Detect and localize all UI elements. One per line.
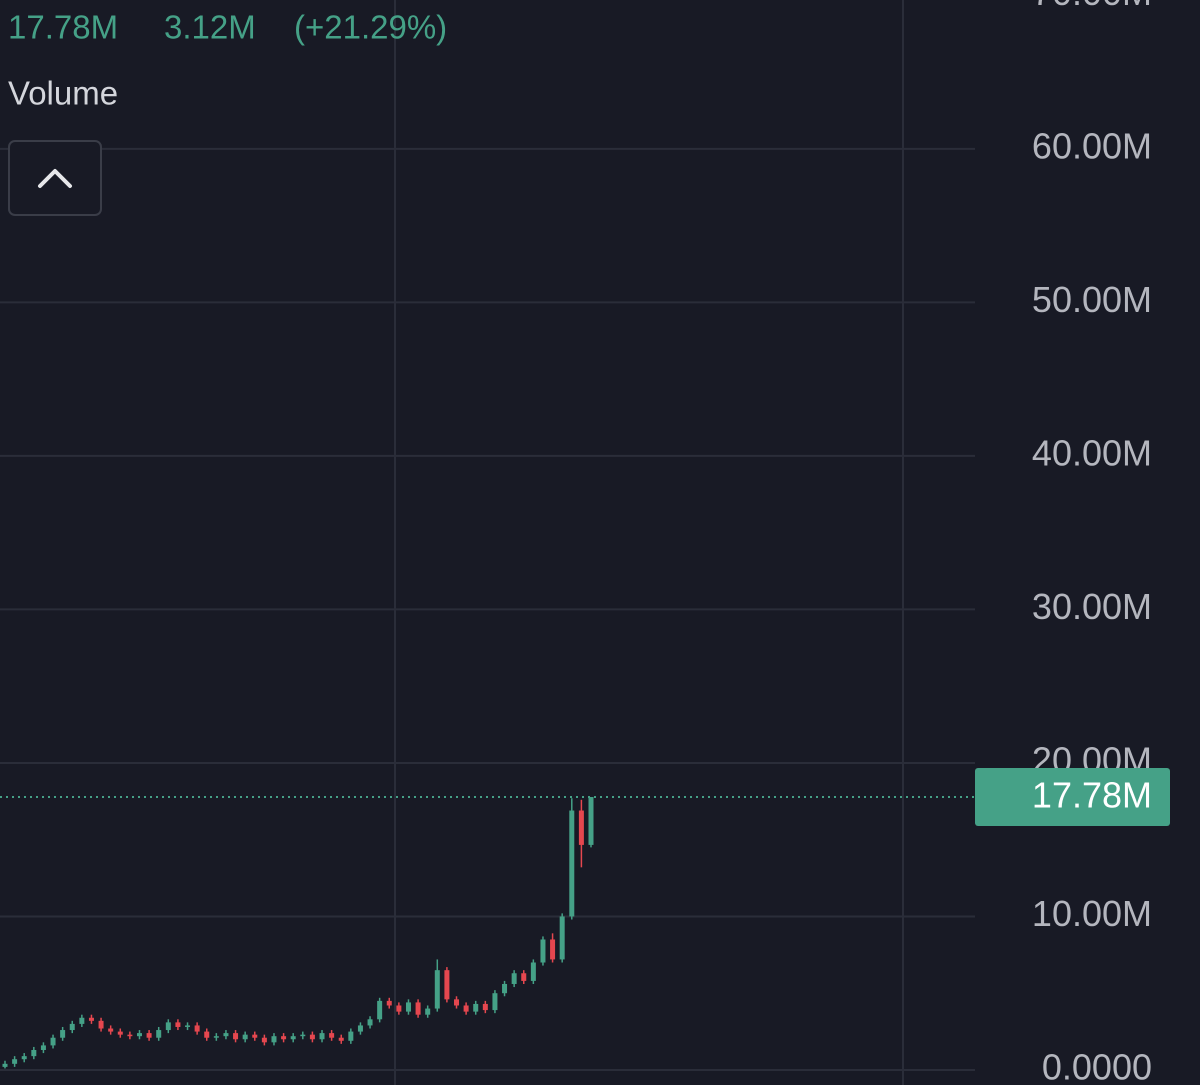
candle-body xyxy=(386,1000,392,1006)
candle-body xyxy=(204,1031,210,1038)
indicator-label: Volume xyxy=(8,75,118,112)
candle-body xyxy=(300,1034,306,1037)
candle-body xyxy=(223,1033,229,1037)
candle-body xyxy=(396,1005,402,1012)
candle-body xyxy=(252,1034,258,1038)
candles xyxy=(2,797,594,1069)
candle-body xyxy=(482,1003,488,1011)
candle-body xyxy=(12,1059,18,1064)
y-tick-label: 30.00M xyxy=(1032,586,1152,627)
candle-body xyxy=(108,1028,114,1032)
candle-body xyxy=(569,810,575,917)
candle-body xyxy=(578,810,584,845)
y-tick-label: 10.00M xyxy=(1032,893,1152,934)
candle-body xyxy=(165,1022,171,1031)
candle-body xyxy=(492,993,498,1011)
button-frame[interactable] xyxy=(8,140,102,216)
candle-body xyxy=(69,1023,75,1031)
candle-body xyxy=(127,1034,133,1037)
candle-body xyxy=(21,1056,27,1060)
y-tick-label: 40.00M xyxy=(1032,432,1152,473)
candle-body xyxy=(540,939,546,963)
y-tick-label: 0.0000 xyxy=(1042,1046,1152,1085)
candle-body xyxy=(463,1005,469,1012)
candle-body xyxy=(521,973,527,981)
candle-body xyxy=(415,1002,421,1015)
candle-body xyxy=(194,1025,200,1032)
candle-body xyxy=(338,1037,344,1041)
candle-body xyxy=(550,939,556,960)
candle-body xyxy=(425,1008,431,1015)
candle-body xyxy=(271,1036,277,1043)
candle-body xyxy=(309,1034,315,1040)
candle-body xyxy=(511,973,517,984)
candle-body xyxy=(175,1022,181,1027)
candle-body xyxy=(559,916,565,960)
candle-body xyxy=(98,1020,104,1029)
header-close: 17.78M xyxy=(8,9,118,46)
candle-body xyxy=(377,1000,383,1020)
candle-body xyxy=(213,1036,219,1038)
chevron-icon[interactable] xyxy=(38,169,72,188)
overlay: 17.78M xyxy=(0,768,1170,827)
candle-body xyxy=(156,1030,162,1038)
candle-body xyxy=(79,1017,85,1024)
candle-body xyxy=(502,983,508,994)
candle-body xyxy=(50,1037,56,1046)
candle-body xyxy=(233,1033,239,1040)
candle-body xyxy=(367,1019,373,1026)
last-price-tag xyxy=(975,768,1170,827)
candle-body xyxy=(88,1017,94,1021)
candle-body xyxy=(357,1025,363,1032)
candle-body xyxy=(405,1002,411,1012)
candle-body xyxy=(60,1030,66,1038)
candle-body xyxy=(2,1063,8,1067)
candle-body xyxy=(319,1033,325,1040)
y-tick-label: 70.00M xyxy=(1032,0,1152,13)
candle-body xyxy=(348,1031,354,1041)
candle-body xyxy=(117,1031,123,1035)
candle-body xyxy=(530,962,536,981)
y-tick-label: 60.00M xyxy=(1032,125,1152,166)
candle-body xyxy=(146,1033,152,1038)
candle-body xyxy=(40,1045,46,1050)
candle-body xyxy=(281,1036,287,1040)
candle-body xyxy=(444,970,450,1000)
candle-body xyxy=(473,1003,479,1012)
candle-body xyxy=(261,1037,267,1043)
candle-body xyxy=(329,1033,335,1038)
header-change-pct: (+21.29%) xyxy=(294,9,447,46)
candle-body xyxy=(434,970,440,1009)
candle-body xyxy=(588,797,594,845)
candle-body xyxy=(136,1033,142,1037)
last-price-label: 17.78M xyxy=(1032,775,1152,816)
candle-body xyxy=(185,1025,191,1027)
collapse-button[interactable] xyxy=(8,140,102,216)
candle-body xyxy=(242,1034,248,1040)
candle-body xyxy=(454,999,460,1006)
y-tick-label: 50.00M xyxy=(1032,279,1152,320)
candle-body xyxy=(290,1036,296,1040)
candle-body xyxy=(31,1050,37,1057)
header-change: 3.12M xyxy=(164,9,256,46)
